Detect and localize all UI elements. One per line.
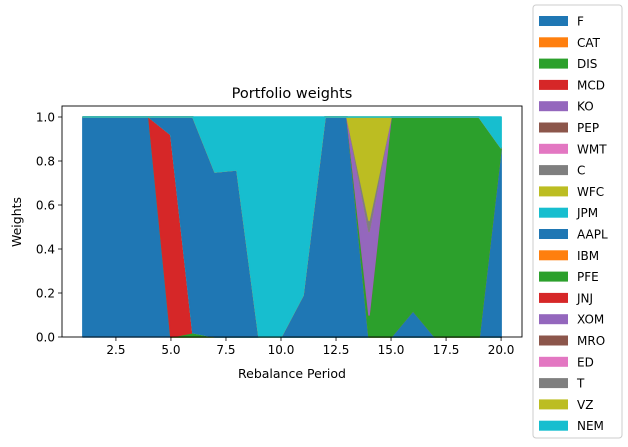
legend-swatch-vz	[539, 399, 568, 410]
legend-swatch-pfe	[539, 271, 568, 282]
legend: F CAT DIS MCD KO PEP WMT C WFC JPM AAPL IBM PFE JNJ XO…	[532, 4, 623, 439]
legend-label-f: F	[577, 15, 584, 29]
legend-swatch-cat	[539, 37, 568, 48]
legend-swatch-mro	[539, 335, 568, 346]
legend-label-pep: PEP	[577, 121, 599, 135]
y-tick-label: 0.6	[36, 198, 55, 212]
legend-label-pfe: PFE	[577, 270, 599, 284]
legend-label-vz: VZ	[577, 398, 593, 412]
legend-swatch-nem	[539, 420, 568, 431]
x-tick-label: 20.0	[488, 343, 515, 357]
y-tick-label: 0.2	[36, 286, 55, 300]
legend-swatch-ed	[539, 356, 568, 367]
legend-swatch-aapl	[539, 229, 568, 239]
y-tick-label: 0.4	[36, 242, 55, 256]
legend-swatch-ibm	[539, 250, 568, 261]
x-tick-label: 15.0	[378, 343, 405, 357]
legend-label-cat: CAT	[577, 36, 601, 50]
legend-label-ko: KO	[577, 100, 594, 114]
legend-label-c: C	[577, 164, 585, 178]
legend-swatch-f	[539, 16, 568, 26]
plot-frame	[61, 105, 523, 338]
legend-swatch-dis	[539, 58, 568, 69]
x-tick-label: 10.0	[268, 343, 295, 357]
legend-label-ibm: IBM	[577, 249, 599, 263]
legend-label-mcd: MCD	[577, 78, 605, 92]
x-tick-label: 12.5	[323, 343, 350, 357]
legend-label-xom: XOM	[577, 313, 604, 327]
legend-swatch-xom	[539, 314, 568, 325]
legend-swatch-c	[539, 165, 568, 176]
legend-label-wmt: WMT	[577, 142, 607, 156]
y-axis-label: Weights	[9, 197, 24, 247]
y-tick-label: 1.0	[36, 110, 55, 124]
legend-label-jpm: JPM	[576, 206, 598, 220]
legend-label-ed: ED	[577, 355, 594, 369]
legend-label-dis: DIS	[577, 57, 597, 71]
chart-title: Portfolio weights	[232, 86, 353, 102]
legend-frame	[532, 4, 623, 439]
legend-label-jnj: JNJ	[576, 291, 593, 305]
x-axis-label: Rebalance Period	[238, 366, 346, 381]
y-tick-label: 0.8	[36, 154, 55, 168]
legend-label-wfc: WFC	[577, 185, 604, 199]
legend-swatch-t	[539, 378, 568, 389]
x-ticks: 2.5 5.0 7.5 10.0 12.5 15.0 17.5 20.0	[106, 337, 514, 357]
x-tick-label: 17.5	[433, 343, 460, 357]
legend-swatch-mcd	[539, 79, 568, 90]
legend-label-mro: MRO	[577, 334, 605, 348]
legend-swatch-wfc	[539, 186, 568, 197]
legend-label-nem: NEM	[577, 419, 604, 433]
x-tick-label: 2.5	[106, 343, 125, 357]
legend-label-aapl: AAPL	[577, 228, 608, 242]
y-tick-label: 0.0	[36, 330, 55, 344]
legend-swatch-ko	[539, 101, 568, 112]
legend-swatch-wmt	[539, 143, 568, 154]
x-tick-label: 7.5	[216, 343, 235, 357]
legend-swatch-pep	[539, 122, 568, 133]
areas-layer	[82, 116, 502, 338]
legend-items: F CAT DIS MCD KO PEP WMT C WFC JPM AAPL IBM PFE JNJ XO…	[539, 15, 608, 433]
legend-label-t: T	[576, 377, 585, 391]
area-nem	[82, 116, 502, 338]
legend-swatch-jpm	[539, 207, 568, 218]
y-ticks: 0.0 0.2 0.4 0.6 0.8 1.0	[36, 110, 62, 344]
legend-swatch-jnj	[539, 292, 568, 303]
x-tick-label: 5.0	[161, 343, 180, 357]
